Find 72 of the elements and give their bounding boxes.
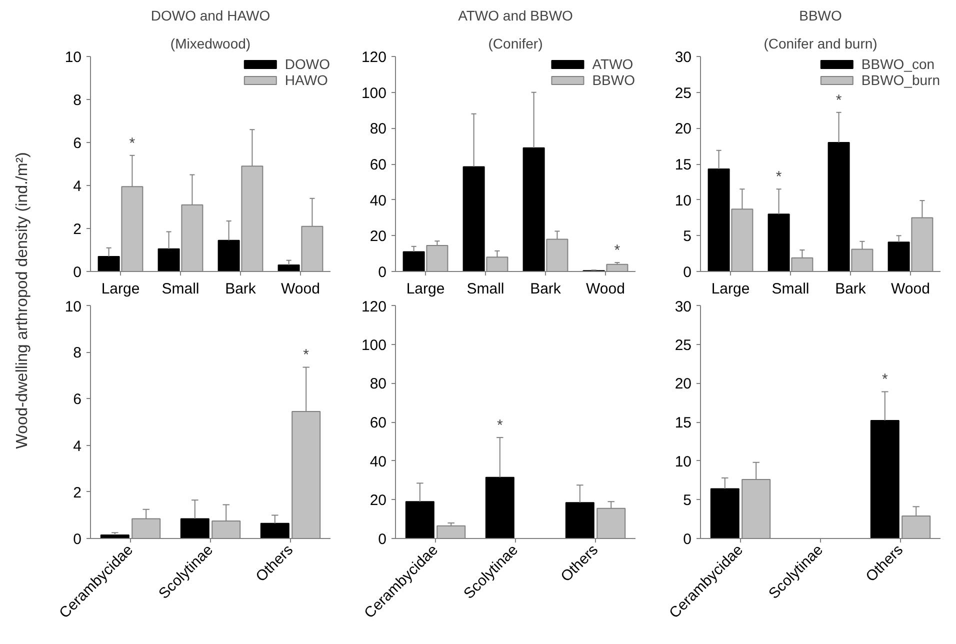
data-label: *	[882, 371, 888, 388]
data-label: *	[836, 92, 842, 109]
legend-label: BBWO_burn	[861, 72, 940, 88]
y-tick-label: 120	[361, 298, 387, 316]
y-tick-label: 15	[674, 414, 692, 432]
y-tick-label: 4	[73, 438, 82, 455]
y-tick-label: 40	[370, 453, 387, 470]
x-tick-label: Wood	[586, 280, 625, 298]
y-tick-label: 80	[370, 376, 387, 393]
y-tick-label: 15	[674, 156, 692, 174]
y-tick-label: 20	[674, 120, 692, 138]
y-tick-label: 10	[674, 453, 692, 470]
x-tick-label: Small	[466, 280, 504, 298]
x-tick-label: Large	[711, 280, 750, 298]
legend-label: HAWO	[284, 72, 328, 88]
y-tick-label: 25	[674, 336, 692, 354]
y-tick-label: 30	[674, 298, 692, 316]
y-tick-label: 8	[73, 92, 82, 109]
chart-title: ATWO and BBWO	[458, 8, 574, 24]
y-tick-label: 4	[73, 178, 82, 195]
x-tick-label: Small	[162, 280, 200, 298]
y-tick-label: 2	[73, 484, 82, 502]
chart-title: BBWO	[799, 8, 842, 24]
y-tick-label: 20	[674, 376, 692, 393]
y-tick-label: 30	[674, 49, 692, 66]
y-tick-label: 25	[674, 84, 692, 102]
chart-subtitle: (Mixedwood)	[170, 36, 251, 52]
y-tick-label: 5	[683, 492, 692, 510]
y-tick-label: 0	[73, 264, 82, 281]
y-tick-label: 100	[361, 336, 387, 354]
data-label: *	[776, 168, 782, 186]
y-tick-label: 100	[361, 84, 387, 102]
x-tick-label: Large	[101, 280, 140, 298]
y-tick-label: 0	[378, 264, 386, 281]
y-tick-label: 0	[73, 531, 82, 548]
chart-subtitle: (Conifer)	[488, 36, 543, 52]
legend-label: BBWO	[592, 72, 635, 88]
data-label: *	[614, 242, 620, 260]
x-tick-label: Bark	[225, 280, 256, 298]
y-tick-label: 10	[674, 192, 692, 210]
y-tick-label: 10	[64, 49, 82, 66]
data-label: *	[496, 417, 503, 434]
x-tick-label: Small	[772, 280, 810, 298]
y-tick-label: 6	[73, 135, 82, 152]
x-tick-label: Wood	[891, 280, 930, 298]
y-tick-label: 5	[683, 228, 692, 246]
legend-label: DOWO	[284, 56, 330, 72]
y-tick-label: 0	[683, 264, 692, 281]
y-tick-label: 80	[370, 120, 387, 138]
y-tick-label: 10	[64, 298, 82, 316]
y-tick-label: 120	[361, 49, 387, 66]
chart-title: DOWO and HAWO	[150, 8, 270, 24]
x-tick-label: Large	[406, 280, 445, 298]
legend-label: BBWO_con	[861, 56, 935, 72]
y-tick-label: 60	[370, 156, 387, 174]
y-tick-label: 40	[370, 192, 387, 210]
y-tick-label: 0	[378, 531, 386, 548]
y-tick-label: 60	[370, 414, 387, 432]
y-tick-label: 6	[73, 391, 82, 408]
y-tick-label: 20	[370, 492, 387, 510]
y-tick-label: 8	[73, 344, 82, 362]
x-tick-label: Wood	[281, 280, 320, 298]
chart-subtitle: (Conifer and burn)	[764, 36, 878, 52]
x-tick-label: Bark	[835, 280, 866, 298]
legend-label: ATWO	[592, 56, 634, 72]
y-axis-title: Wood-dwelling arthropod density (ind./m²)	[14, 152, 31, 449]
y-tick-label: 2	[73, 221, 82, 238]
y-tick-label: 0	[683, 531, 692, 548]
data-label: *	[129, 134, 136, 152]
y-tick-label: 20	[370, 228, 387, 246]
data-label: *	[303, 346, 310, 364]
x-tick-label: Bark	[530, 280, 562, 298]
